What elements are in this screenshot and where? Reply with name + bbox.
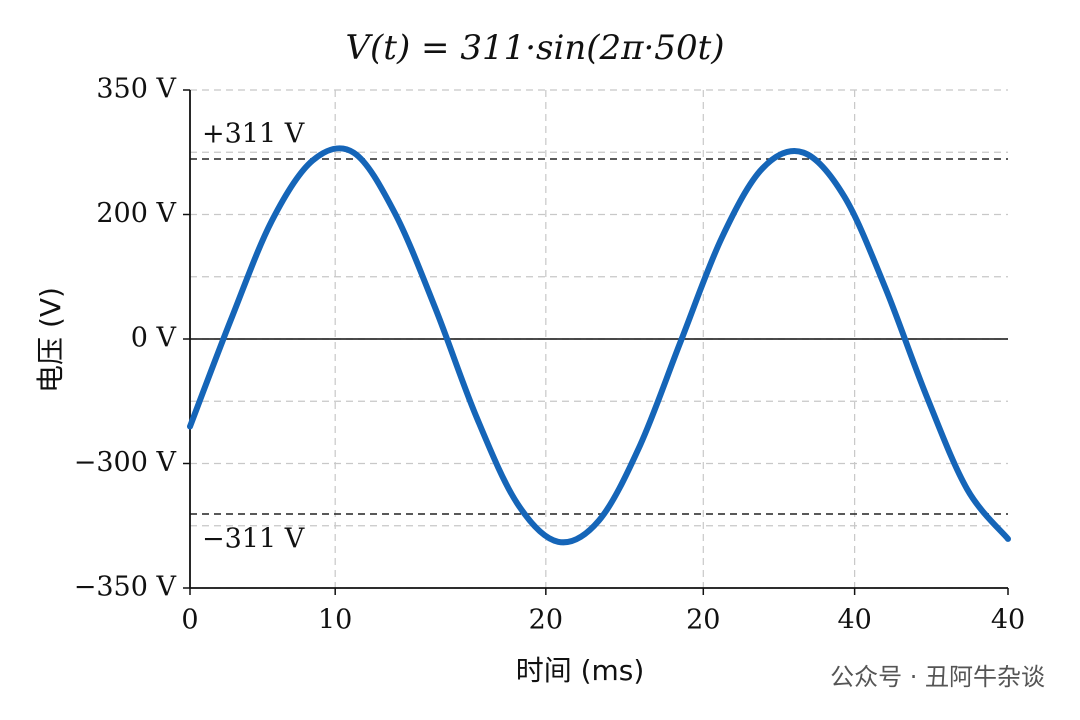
chart-title: V(t) = 311·sin(2π·50t) bbox=[345, 28, 724, 68]
x-tick-label: 0 bbox=[181, 605, 198, 636]
x-tick-label: 10 bbox=[318, 605, 352, 636]
watermark: 公众号 · 丑阿牛杂谈 bbox=[830, 663, 1045, 691]
annotation-label: −311 V bbox=[202, 524, 305, 555]
y-tick-label: 200 V bbox=[96, 198, 176, 229]
x-tick-label: 20 bbox=[529, 605, 563, 636]
y-tick-label: −300 V bbox=[74, 447, 177, 478]
x-tick-label: 40 bbox=[837, 605, 871, 636]
y-tick-label: −350 V bbox=[74, 572, 177, 603]
x-tick-label: 40 bbox=[991, 605, 1025, 636]
line-series bbox=[187, 145, 1011, 546]
y-tick-label: 350 V bbox=[96, 74, 176, 105]
x-tick-label: 20 bbox=[686, 605, 720, 636]
y-axis-label: 电压 (V) bbox=[34, 287, 67, 393]
y-tick-label: 0 V bbox=[131, 323, 177, 354]
annotation-label: +311 V bbox=[202, 119, 305, 150]
x-axis-label: 时间 (ms) bbox=[516, 654, 645, 687]
